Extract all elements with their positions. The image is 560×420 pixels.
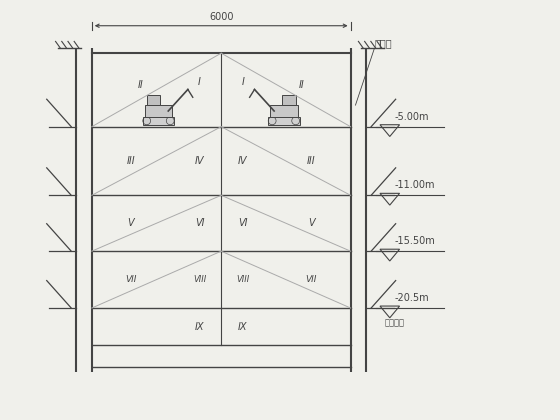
Text: 锡杆机: 锡杆机 — [374, 38, 392, 48]
Text: III: III — [307, 156, 316, 166]
Text: IV: IV — [238, 156, 248, 166]
Text: -5.00m: -5.00m — [395, 112, 429, 122]
Text: IX: IX — [238, 322, 248, 332]
Text: I: I — [241, 77, 244, 87]
Text: VII: VII — [306, 275, 317, 284]
Text: V: V — [308, 218, 315, 228]
Bar — [143, 117, 174, 125]
Bar — [268, 117, 300, 125]
Text: 6000: 6000 — [209, 12, 234, 22]
Bar — [282, 95, 296, 105]
Text: VIII: VIII — [193, 275, 206, 284]
Text: II: II — [298, 80, 305, 90]
Bar — [144, 105, 172, 117]
Text: 基底标高: 基底标高 — [385, 318, 405, 327]
Text: -20.5m: -20.5m — [395, 293, 430, 303]
Text: -11.00m: -11.00m — [395, 181, 435, 190]
Text: I: I — [198, 77, 201, 87]
Bar — [270, 105, 298, 117]
Text: IV: IV — [195, 156, 204, 166]
Text: VI: VI — [238, 218, 248, 228]
Text: VII: VII — [125, 275, 137, 284]
Text: III: III — [127, 156, 136, 166]
Text: VI: VI — [195, 218, 204, 228]
Text: IX: IX — [195, 322, 204, 332]
Text: V: V — [128, 218, 134, 228]
Text: -15.50m: -15.50m — [395, 236, 436, 246]
Bar — [147, 95, 160, 105]
Text: VIII: VIII — [236, 275, 249, 284]
Text: II: II — [138, 80, 144, 90]
